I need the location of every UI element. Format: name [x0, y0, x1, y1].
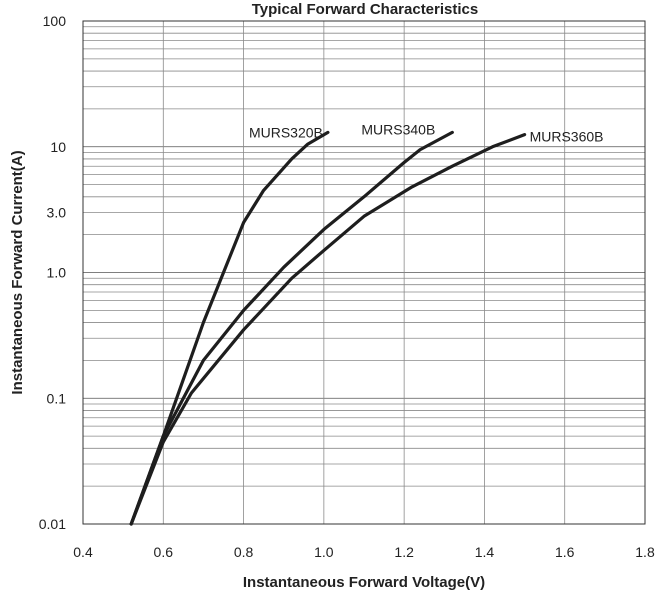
x-tick-label: 0.4	[73, 544, 93, 560]
series-label-murs320b: MURS320B	[249, 124, 323, 140]
y-tick-label: 10	[50, 139, 66, 155]
y-axis-title: Instantaneous Forward Current(A)	[9, 150, 26, 394]
y-tick-label: 0.1	[47, 390, 67, 406]
x-axis-title: Instantaneous Forward Voltage(V)	[243, 574, 485, 591]
x-tick-label: 1.6	[555, 544, 575, 560]
x-tick-label: 1.2	[394, 544, 414, 560]
chart-title: Typical Forward Characteristics	[252, 1, 478, 18]
x-tick-label: 0.8	[234, 544, 254, 560]
series-labels: MURS320B MURS340B MURS360B	[249, 121, 604, 144]
x-tick-label: 1.0	[314, 544, 334, 560]
y-tick-label: 100	[43, 13, 67, 29]
y-tick-label: 1.0	[47, 265, 67, 281]
x-tick-label: 1.8	[635, 544, 655, 560]
series-lines	[129, 130, 527, 526]
series-label-murs340b: MURS340B	[361, 121, 435, 137]
x-tick-label: 1.4	[475, 544, 495, 560]
series-line-murs360b	[129, 133, 527, 526]
y-tick-label: 3.0	[47, 205, 67, 221]
grid	[83, 21, 645, 524]
y-tick-label: 0.01	[39, 516, 66, 532]
plot-frame	[82, 20, 646, 525]
series-line-murs340b	[129, 130, 454, 526]
x-tick-labels: 0.4 0.6 0.8 1.0 1.2 1.4 1.6 1.8	[73, 544, 655, 560]
series-line-murs320b	[129, 130, 330, 526]
y-tick-labels: 0.01 0.1 1.0 3.0 10 100	[39, 13, 66, 532]
series-label-murs360b: MURS360B	[530, 129, 604, 145]
x-tick-label: 0.6	[154, 544, 174, 560]
